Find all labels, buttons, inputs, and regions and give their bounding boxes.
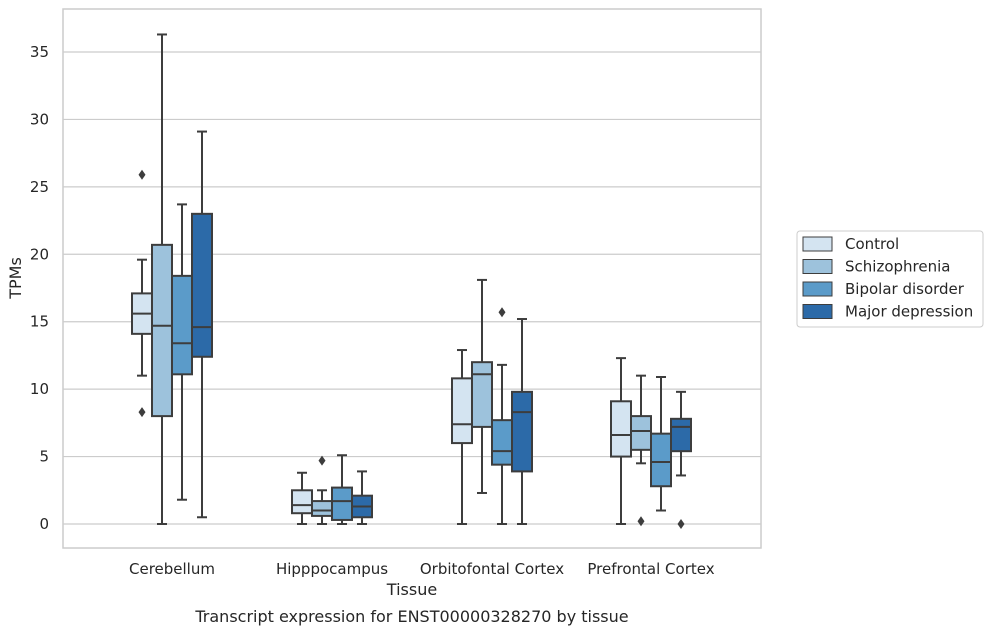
box-group xyxy=(491,307,513,525)
legend-label: Schizophrenia xyxy=(845,258,950,276)
y-tick-label: 5 xyxy=(39,448,49,466)
outlier-point xyxy=(498,307,506,318)
legend-swatch xyxy=(802,304,833,319)
outlier-point xyxy=(318,455,326,466)
box-iqr xyxy=(491,419,513,466)
legend: Control Schizophrenia Bipolar disorder Majo… xyxy=(796,230,984,328)
y-tick-label: 10 xyxy=(30,380,49,398)
box-iqr xyxy=(511,390,533,473)
box-iqr xyxy=(451,377,473,445)
outlier-point xyxy=(677,519,685,529)
outlier-point xyxy=(637,516,645,527)
box-group xyxy=(511,318,533,525)
y-tick-label: 20 xyxy=(30,245,49,263)
box-group xyxy=(151,33,173,525)
box-group xyxy=(670,390,692,529)
x-tick-label: Prefrontal Cortex xyxy=(587,560,714,578)
outlier-point xyxy=(138,169,146,180)
outlier-point xyxy=(138,407,146,418)
x-tick-label: Cerebellum xyxy=(129,560,215,578)
y-tick-label: 30 xyxy=(30,110,49,128)
box-group xyxy=(131,169,153,418)
box-iqr xyxy=(670,417,692,453)
legend-swatch xyxy=(802,281,833,297)
legend-frame xyxy=(796,230,984,328)
x-tick-label: Hipppocampus xyxy=(276,560,388,578)
y-tick-labels: 0 5 10 15 20 25 30 35 xyxy=(30,43,49,533)
box-iqr xyxy=(331,486,353,521)
legend-label: Major depression xyxy=(845,303,973,321)
box-group xyxy=(171,203,193,501)
y-tick-label: 0 xyxy=(39,515,49,533)
y-axis-title: TPMs xyxy=(6,257,25,300)
box-iqr xyxy=(650,432,672,488)
box-iqr xyxy=(471,361,493,428)
box-iqr xyxy=(610,400,632,458)
box-group xyxy=(650,376,672,512)
box-group xyxy=(291,471,313,525)
box-group xyxy=(331,454,353,525)
box-iqr xyxy=(191,212,213,358)
box-group xyxy=(471,278,493,494)
chart-caption: Transcript expression for ENST0000032827… xyxy=(194,607,628,626)
legend-label: Control xyxy=(845,235,899,253)
box-iqr xyxy=(151,243,173,418)
y-tick-label: 35 xyxy=(30,43,49,61)
box-iqr xyxy=(311,500,333,517)
box-group xyxy=(610,357,632,525)
box-marks xyxy=(131,33,692,529)
plot-area-frame xyxy=(62,8,762,549)
box-iqr xyxy=(630,415,652,451)
x-tick-label: Orbitofontal Cortex xyxy=(420,560,564,578)
x-axis-title: Tissue xyxy=(386,580,437,599)
box-iqr xyxy=(171,274,193,376)
y-tick-label: 15 xyxy=(30,313,49,331)
box-group xyxy=(351,470,373,525)
box-group xyxy=(191,130,213,519)
x-tick-labels: Cerebellum Hipppocampus Orbitofontal Corte… xyxy=(129,560,715,578)
box-iqr xyxy=(291,489,313,515)
y-tick-label: 25 xyxy=(30,178,49,196)
legend-label: Bipolar disorder xyxy=(845,280,965,298)
box-group xyxy=(630,374,652,527)
legend-swatch xyxy=(802,236,833,252)
box-group xyxy=(451,349,473,525)
box-group xyxy=(311,455,333,525)
legend-swatch xyxy=(802,259,833,274)
